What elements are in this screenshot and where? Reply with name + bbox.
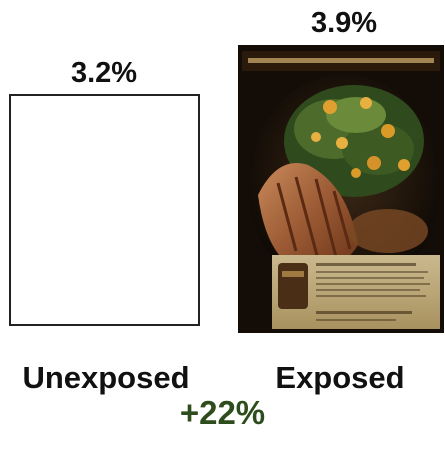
value-label-exposed: 3.9% [310,7,378,39]
unexposed-blank-panel [9,94,200,326]
value-label-unexposed: 3.2% [70,57,138,89]
category-label-unexposed: Unexposed [22,360,190,395]
category-label-exposed: Exposed [275,360,405,395]
lift-label: +22% [179,394,266,431]
exposed-ad-image [238,45,444,333]
